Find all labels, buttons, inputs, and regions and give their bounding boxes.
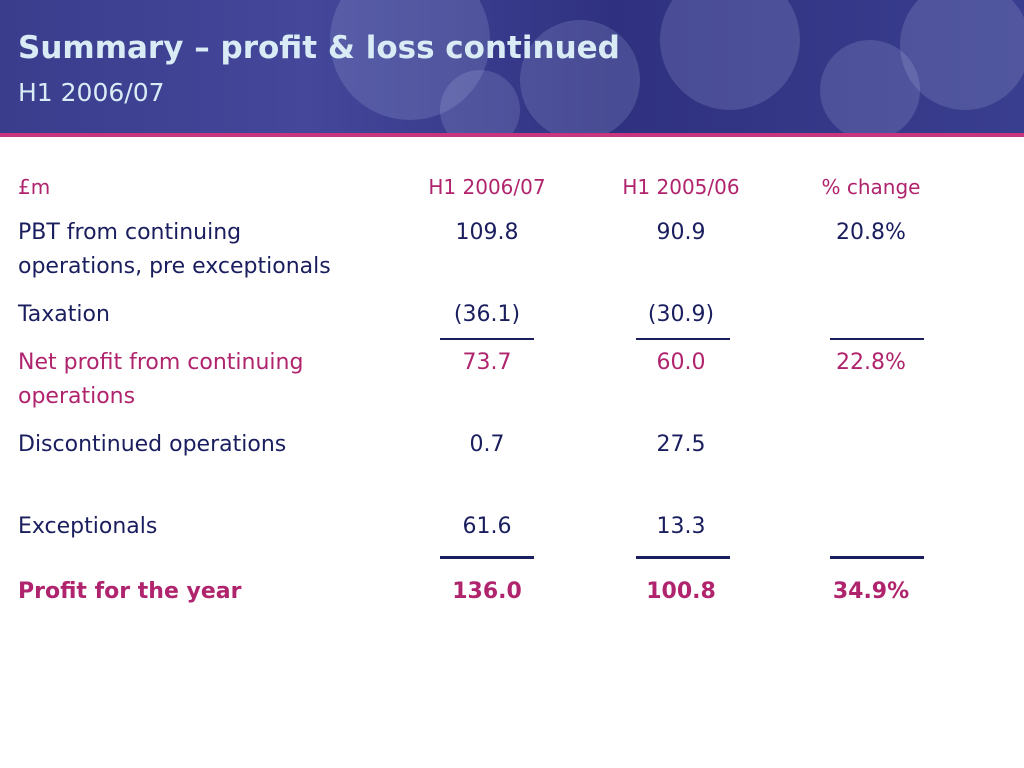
cell-net-profit-h1-2005: 60.0 [656,350,706,375]
total-rule [830,556,924,559]
cell-pbt-change: 20.8% [836,220,906,245]
row-label-discontinued: Discontinued operations [18,432,287,457]
bokeh-decoration [900,0,1024,110]
row-label-net-profit: Net profit from continuing [18,350,304,375]
bokeh-decoration [520,20,640,133]
row-label-net-profit-line2: operations [18,384,136,409]
cell-net-profit-h1-2006: 73.7 [462,350,512,375]
row-label-pbt-line2: operations, pre exceptionals [18,254,331,279]
page-title: Summary – profit & loss continued [18,30,620,66]
subtotal-rule [636,338,730,340]
bokeh-decoration [440,70,520,133]
cell-taxation-h1-2005: (30.9) [647,302,715,327]
cell-net-profit-change: 22.8% [836,350,906,375]
cell-exceptionals-h1-2005: 13.3 [656,514,706,539]
cell-taxation-h1-2006: (36.1) [453,302,521,327]
row-label-pbt: PBT from continuing [18,220,242,245]
row-label-exceptionals: Exceptionals [18,514,158,539]
cell-profit-h1-2006: 136.0 [452,579,522,604]
column-header-h1-2005: H1 2005/06 [622,175,740,199]
column-header-change: % change [821,175,921,199]
row-label-profit-for-year: Profit for the year [18,579,242,604]
cell-exceptionals-h1-2006: 61.6 [462,514,512,539]
cell-pbt-h1-2006: 109.8 [455,220,519,245]
column-header-h1-2006: H1 2006/07 [428,175,546,199]
page-subtitle: H1 2006/07 [18,78,165,107]
subtotal-rule [830,338,924,340]
cell-profit-h1-2005: 100.8 [646,579,716,604]
subtotal-rule [440,338,534,340]
row-label-taxation: Taxation [18,302,110,327]
bokeh-decoration [660,0,800,110]
total-rule [440,556,534,559]
column-header-unit: £m [18,175,51,199]
cell-discontinued-h1-2005: 27.5 [656,432,706,457]
bokeh-decoration [820,40,920,133]
total-rule [636,556,730,559]
cell-pbt-h1-2005: 90.9 [656,220,706,245]
header-banner: Summary – profit & loss continued H1 200… [0,0,1024,133]
cell-discontinued-h1-2006: 0.7 [469,432,505,457]
cell-profit-change: 34.9% [832,579,910,604]
header-divider [0,133,1024,137]
